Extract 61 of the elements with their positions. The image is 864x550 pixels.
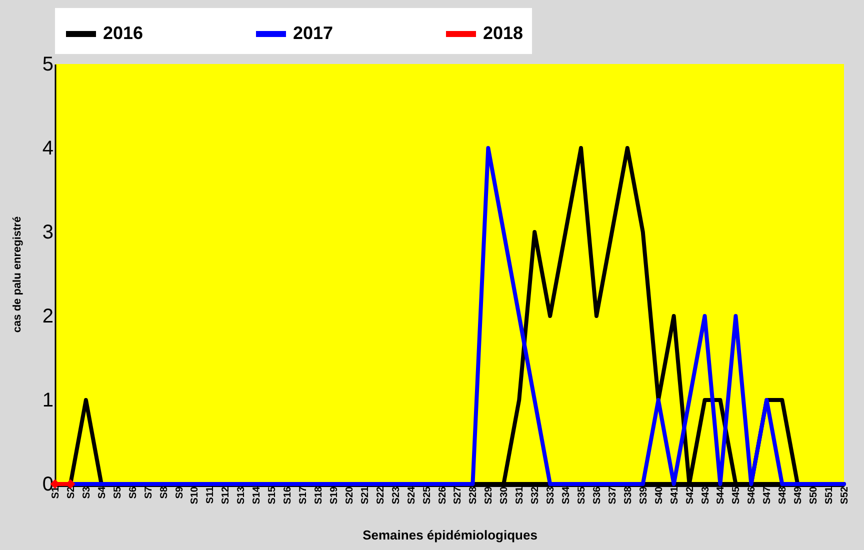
x-tick-label: S8 — [158, 486, 170, 499]
x-tick-label: S38 — [622, 486, 634, 504]
x-tick-label: S34 — [561, 486, 572, 504]
x-tick-label: S48 — [778, 486, 789, 504]
x-tick-label: S2 — [66, 486, 77, 499]
x-tick-label: S26 — [437, 486, 448, 504]
x-tick-label: S24 — [406, 486, 418, 504]
x-tick-label: S11 — [205, 486, 216, 504]
x-tick-label: S6 — [128, 486, 139, 499]
y-tick-label: 4 — [42, 138, 54, 160]
x-tick-label: S39 — [638, 486, 650, 504]
y-tick-label: 3 — [42, 222, 54, 244]
x-tick-label: S16 — [282, 486, 294, 504]
y-tick-label: 1 — [42, 390, 54, 412]
x-tick-label: S47 — [762, 486, 774, 504]
x-tick-label: S32 — [530, 486, 542, 504]
x-tick-label: S43 — [700, 486, 712, 504]
x-tick-label: S14 — [252, 486, 263, 504]
x-tick-label: S41 — [669, 486, 680, 504]
x-tick-label: S37 — [607, 486, 618, 504]
x-tick-label: S20 — [344, 486, 356, 504]
x-tick-label: S31 — [514, 486, 526, 504]
x-tick-label: S19 — [328, 486, 340, 504]
x-tick-label: S28 — [468, 486, 480, 504]
x-tick-label: S15 — [267, 486, 278, 504]
legend-label: 2017 — [293, 23, 334, 43]
x-tick-label: S50 — [808, 486, 820, 504]
x-tick-label: S36 — [592, 486, 603, 504]
legend-label: 2018 — [483, 23, 524, 43]
x-tick-label: S29 — [484, 486, 495, 504]
x-tick-label: S35 — [576, 486, 588, 504]
y-tick-label: 5 — [42, 54, 54, 76]
x-tick-label: S13 — [236, 486, 248, 504]
x-axis-title: Semaines épidémiologiques — [362, 527, 538, 542]
x-tick-label: S45 — [731, 486, 742, 504]
x-tick-label: S40 — [654, 486, 665, 504]
x-tick-label: S3 — [81, 486, 92, 499]
x-tick-label: S7 — [143, 486, 154, 499]
x-tick-label: S22 — [375, 486, 386, 504]
x-tick-label: S25 — [422, 486, 433, 504]
x-tick-label: S44 — [716, 486, 727, 504]
x-tick-label: S5 — [112, 486, 124, 499]
x-tick-label: S9 — [174, 486, 186, 499]
x-tick-label: S42 — [684, 486, 696, 504]
x-tick-label: S10 — [190, 486, 201, 504]
y-tick-label: 2 — [42, 306, 54, 328]
x-tick-label: S21 — [360, 486, 371, 504]
x-tick-label: S17 — [298, 486, 310, 504]
x-tick-label: S4 — [96, 486, 108, 499]
x-tick-label: S18 — [314, 486, 324, 504]
x-tick-label: S23 — [390, 486, 402, 504]
x-tick-label: S33 — [546, 486, 557, 504]
legend-label: 2016 — [103, 23, 144, 43]
x-tick-label: S51 — [824, 486, 836, 504]
y-axis-title: cas de palu enregistré — [11, 216, 24, 333]
x-tick-label: S49 — [793, 486, 804, 504]
x-tick-label: S12 — [220, 486, 232, 504]
x-tick-label: S27 — [452, 486, 464, 504]
x-tick-label: S46 — [746, 486, 758, 504]
x-tick-label: S30 — [499, 486, 510, 504]
x-tick-label: S52 — [840, 486, 850, 504]
